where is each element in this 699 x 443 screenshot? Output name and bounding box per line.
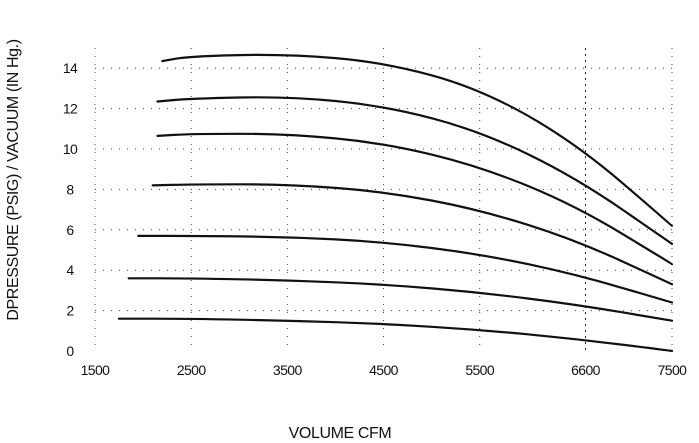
y-tick-label: 14: [63, 60, 78, 76]
y-axis-label: DPRESSURE (PSIG) / VACUUM (IN Hg.): [5, 39, 22, 320]
x-tick-label: 3500: [273, 362, 303, 378]
y-tick-label: 6: [66, 222, 74, 238]
series-line-7: [161, 53, 674, 227]
y-axis-ticks: 0 2 4 6 8 10 12 14: [63, 60, 79, 359]
y-tick-label: 0: [66, 343, 74, 359]
y-tick-label: 10: [63, 141, 78, 157]
x-tick-label: 6600: [571, 362, 601, 378]
x-tick-label: 2500: [177, 362, 207, 378]
series-line-1: [117, 317, 674, 353]
chart-series-group: [117, 53, 674, 353]
x-axis-ticks: 1500 2500 3500 4500 5500 6600 7500: [81, 362, 688, 378]
x-axis-label: VOLUME CFM: [289, 425, 392, 442]
x-tick-label: 1500: [81, 362, 111, 378]
series-line-4: [151, 183, 674, 286]
y-tick-label: 8: [66, 181, 74, 197]
x-tick-label: 7500: [658, 362, 688, 378]
series-line-6: [156, 96, 674, 245]
x-tick-label: 4500: [369, 362, 399, 378]
series-line-2: [127, 277, 674, 322]
series-line-5: [156, 132, 674, 266]
y-tick-label: 12: [63, 101, 78, 117]
x-tick-label: 5500: [465, 362, 495, 378]
y-tick-label: 4: [66, 262, 74, 278]
series-line-3: [137, 234, 674, 304]
y-tick-label: 2: [66, 303, 74, 319]
